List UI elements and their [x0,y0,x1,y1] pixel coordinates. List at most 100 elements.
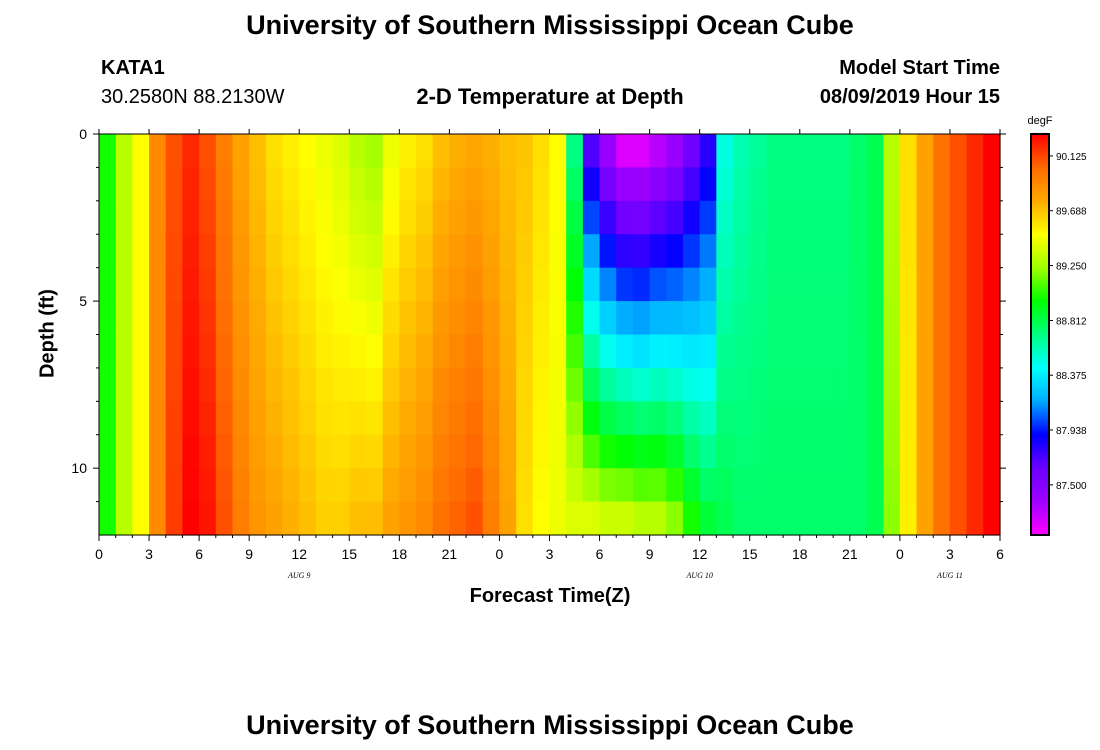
heatmap-cell [883,200,901,235]
heatmap-cell [432,301,450,336]
heatmap-cell [215,334,234,369]
heatmap-cell [616,234,634,269]
heatmap-cell [416,301,434,336]
heatmap-cell [115,468,133,503]
heatmap-cell [249,501,267,536]
heatmap-cell [833,234,851,269]
heatmap-cell [149,434,167,469]
heatmap-cell [449,301,467,336]
heatmap-cell [265,401,284,436]
heatmap-cell [933,234,951,269]
heatmap-cell [416,434,434,469]
heatmap-cell [983,334,1001,369]
heatmap-cell [199,501,217,536]
heatmap-cell [783,501,801,536]
heatmap-cell [816,301,834,336]
heatmap-cell [666,301,684,336]
heatmap-cell [966,501,984,536]
heatmap-cell [983,468,1001,503]
x-tick-label: 3 [946,546,954,562]
heatmap-cell [866,167,884,202]
heatmap-cell [749,367,768,402]
heatmap-cell [766,401,784,436]
heatmap-cell [199,334,217,369]
heatmap-cell [466,468,484,503]
page-title: University of Southern Mississippi Ocean… [246,10,854,40]
heatmap-cell [866,434,884,469]
heatmap-cell [983,501,1001,536]
heatmap-cell [482,367,501,402]
x-tick-label: 0 [496,546,504,562]
heatmap-cell [733,301,751,336]
heatmap-cell [766,267,784,302]
heatmap-cell [566,200,584,235]
heatmap-cell [616,301,634,336]
heatmap-cell [215,468,234,503]
heatmap-cell [783,468,801,503]
heatmap-cell [199,200,217,235]
heatmap-cell [766,367,784,402]
heatmap-cell [733,267,751,302]
heatmap-cell [315,367,334,402]
heatmap-cell [349,267,367,302]
heatmap-cell [466,501,484,536]
heatmap-cell [132,167,150,202]
heatmap-cell [566,134,584,169]
heatmap-cell [199,167,217,202]
heatmap-cell [199,134,217,169]
heatmap-cell [315,234,334,269]
heatmap-cell [132,301,150,336]
heatmap-cell [516,234,534,269]
heatmap-cell [699,367,717,402]
heatmap-cell [749,267,768,302]
heatmap-cell [733,434,751,469]
heatmap-cell [199,434,217,469]
heatmap-cell [466,234,484,269]
heatmap-cell [499,367,517,402]
heatmap-cell [849,434,868,469]
heatmap-cell [482,134,501,169]
heatmap-cell [265,301,284,336]
heatmap-cell [282,334,300,369]
heatmap-cell [733,200,751,235]
heatmap-cell [432,501,450,536]
heatmap-cell [649,267,667,302]
heatmap-cell [816,367,834,402]
y-axis-label: Depth (ft) [36,289,59,378]
heatmap-cell [616,468,634,503]
date-label: AUG 9 [287,571,310,580]
heatmap-cell [416,167,434,202]
heatmap-cell [983,401,1001,436]
colorbar-ticks: 90.125 89.688 89.250 88.812 88.375 87.938 87.5… [1049,152,1087,492]
heatmap-cell [416,134,434,169]
heatmap-cell [499,167,517,202]
heatmap-cell [299,200,317,235]
heatmap-cell [599,468,617,503]
x-tick-label: 12 [692,546,708,562]
heatmap-cell [182,434,200,469]
heatmap-cell [265,234,284,269]
heatmap-cell [766,434,784,469]
heatmap-cell [766,234,784,269]
heatmap-cell [566,434,584,469]
heatmap-cell [866,134,884,169]
heatmap-cell [432,200,450,235]
heatmap-cell [332,134,350,169]
heatmap-cell [766,167,784,202]
heatmap-cell [749,234,768,269]
heatmap-cell [399,234,417,269]
heatmap-cell [883,167,901,202]
heatmap-cell [332,434,350,469]
heatmap-cell [232,401,250,436]
heatmap-cell [416,200,434,235]
heatmap-cell [632,134,651,169]
heatmap-cell [716,200,734,235]
heatmap-cell [699,501,717,536]
heatmap-cell [799,434,818,469]
heatmap-cell [182,401,200,436]
heatmap-cell [666,501,684,536]
heatmap-cell [365,134,384,169]
heatmap-cell [516,267,534,302]
heatmap-cell [866,334,884,369]
heatmap-cell [199,468,217,503]
